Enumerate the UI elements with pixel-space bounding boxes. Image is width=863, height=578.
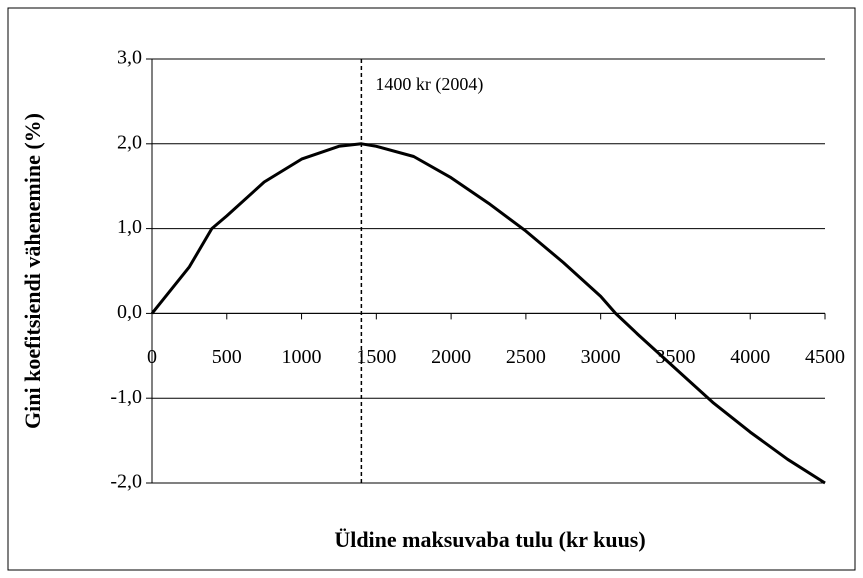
x-tick-label: 4000 — [730, 346, 770, 368]
y-tick-label: 3,0 — [117, 47, 142, 69]
x-axis-title: Üldine maksuvaba tulu (kr kuus) — [334, 527, 645, 552]
x-tick-label: 500 — [212, 346, 242, 368]
x-tick-label: 3000 — [581, 346, 621, 368]
x-tick-label: 2000 — [431, 346, 471, 368]
annotation: 1400 kr (2004) — [375, 74, 483, 95]
x-tick-label: 1000 — [282, 346, 322, 368]
y-tick-label: 2,0 — [117, 131, 142, 153]
chart-border — [7, 7, 856, 571]
y-tick-label: -2,0 — [110, 471, 142, 493]
x-tick-label: 0 — [147, 346, 157, 368]
x-tick-label: 3500 — [655, 346, 695, 368]
y-tick-label: 1,0 — [117, 216, 142, 238]
y-tick-label: 0,0 — [117, 301, 142, 323]
x-tick-label: 4500 — [805, 346, 845, 368]
x-tick-label: 1500 — [356, 346, 396, 368]
data-line — [150, 142, 826, 485]
y-axis-title: Gini koefitsiendi vähenemine (%) — [20, 113, 45, 429]
x-tick-label: 2500 — [506, 346, 546, 368]
y-tick-label: -1,0 — [110, 386, 142, 408]
